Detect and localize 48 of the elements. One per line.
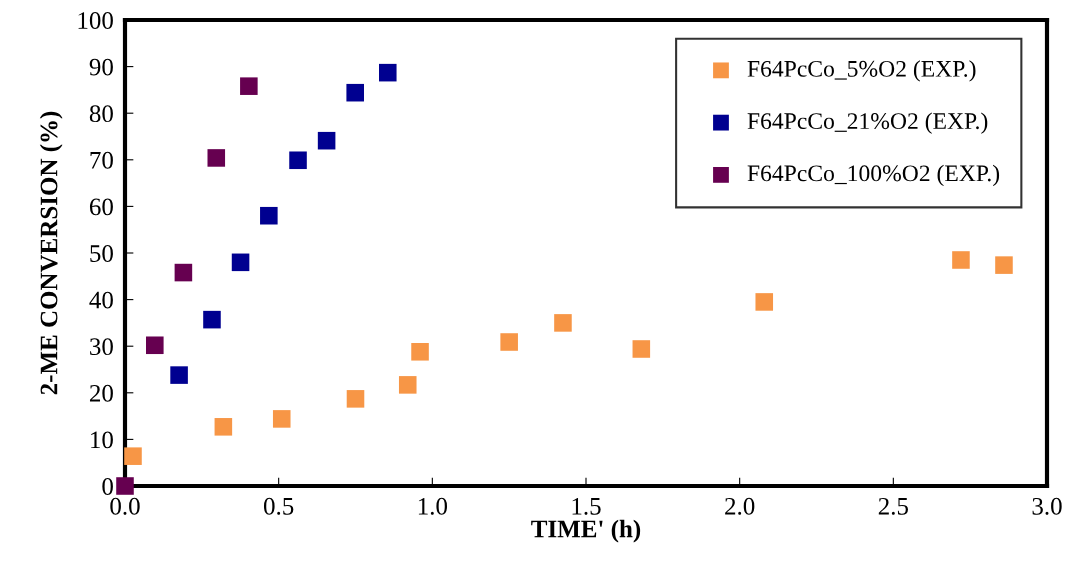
point: [952, 251, 970, 269]
y-tick-label: 100: [78, 12, 113, 29]
y-tick-label: 80: [89, 105, 113, 123]
point: [755, 293, 774, 311]
y-tick-label: 30: [90, 338, 113, 356]
point: [231, 253, 250, 272]
x-tick-label: 1.5: [572, 497, 601, 515]
point: [174, 263, 193, 282]
point: [995, 256, 1013, 274]
point: [500, 333, 518, 351]
y-tick-label: 70: [90, 151, 113, 169]
point: [116, 477, 134, 495]
point: [214, 418, 233, 436]
y-tick-label: 50: [90, 245, 113, 262]
x-tick-label: 2.0: [725, 497, 755, 515]
point: [207, 149, 226, 167]
x-tick-label: 2.5: [878, 497, 908, 515]
y-tick-label: 90: [89, 58, 113, 76]
y-axis-title: 2-ME CONVERSION (%): [39, 111, 63, 395]
point: [378, 63, 397, 82]
point: [317, 131, 336, 150]
legend-label: F64PcCo_21%O2 (EXP.): [747, 112, 988, 134]
point: [203, 310, 221, 329]
point: [240, 77, 258, 95]
point: [260, 206, 278, 225]
x-tick-label: 1.0: [418, 497, 448, 515]
y-tick-label: 60: [89, 198, 113, 216]
y-tick-label: 10: [91, 431, 113, 449]
y-tick-label: 40: [89, 291, 113, 309]
point: [632, 340, 651, 358]
point: [398, 376, 417, 394]
point: [124, 447, 142, 465]
x-tick-label: 3.0: [1032, 497, 1062, 515]
x-axis-title: TIME' (h): [531, 519, 641, 543]
legend-label: F64PcCo_100%O2 (EXP.): [747, 164, 1000, 187]
y-tick-label: 0: [102, 478, 113, 495]
legend-label: F64PcCo_5%O2 (EXP.): [747, 60, 976, 82]
x-tick-label: 0.0: [110, 497, 140, 515]
y-tick-label: 20: [89, 384, 113, 402]
point: [289, 151, 307, 170]
x-tick-label: 0.5: [263, 497, 294, 515]
point: [146, 336, 164, 355]
point: [554, 314, 572, 332]
point: [272, 410, 291, 428]
point: [346, 390, 365, 408]
point: [346, 83, 364, 102]
point: [411, 343, 429, 361]
point: [170, 366, 188, 384]
